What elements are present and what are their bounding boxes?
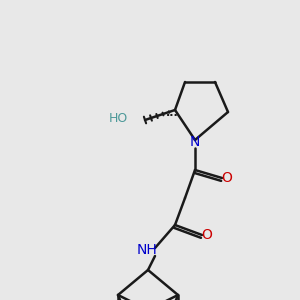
Text: N: N [190, 135, 200, 149]
Text: HO: HO [108, 112, 128, 124]
Text: O: O [222, 171, 232, 185]
Text: O: O [202, 228, 212, 242]
Text: NH: NH [136, 243, 158, 257]
Text: ...: ... [166, 108, 178, 118]
